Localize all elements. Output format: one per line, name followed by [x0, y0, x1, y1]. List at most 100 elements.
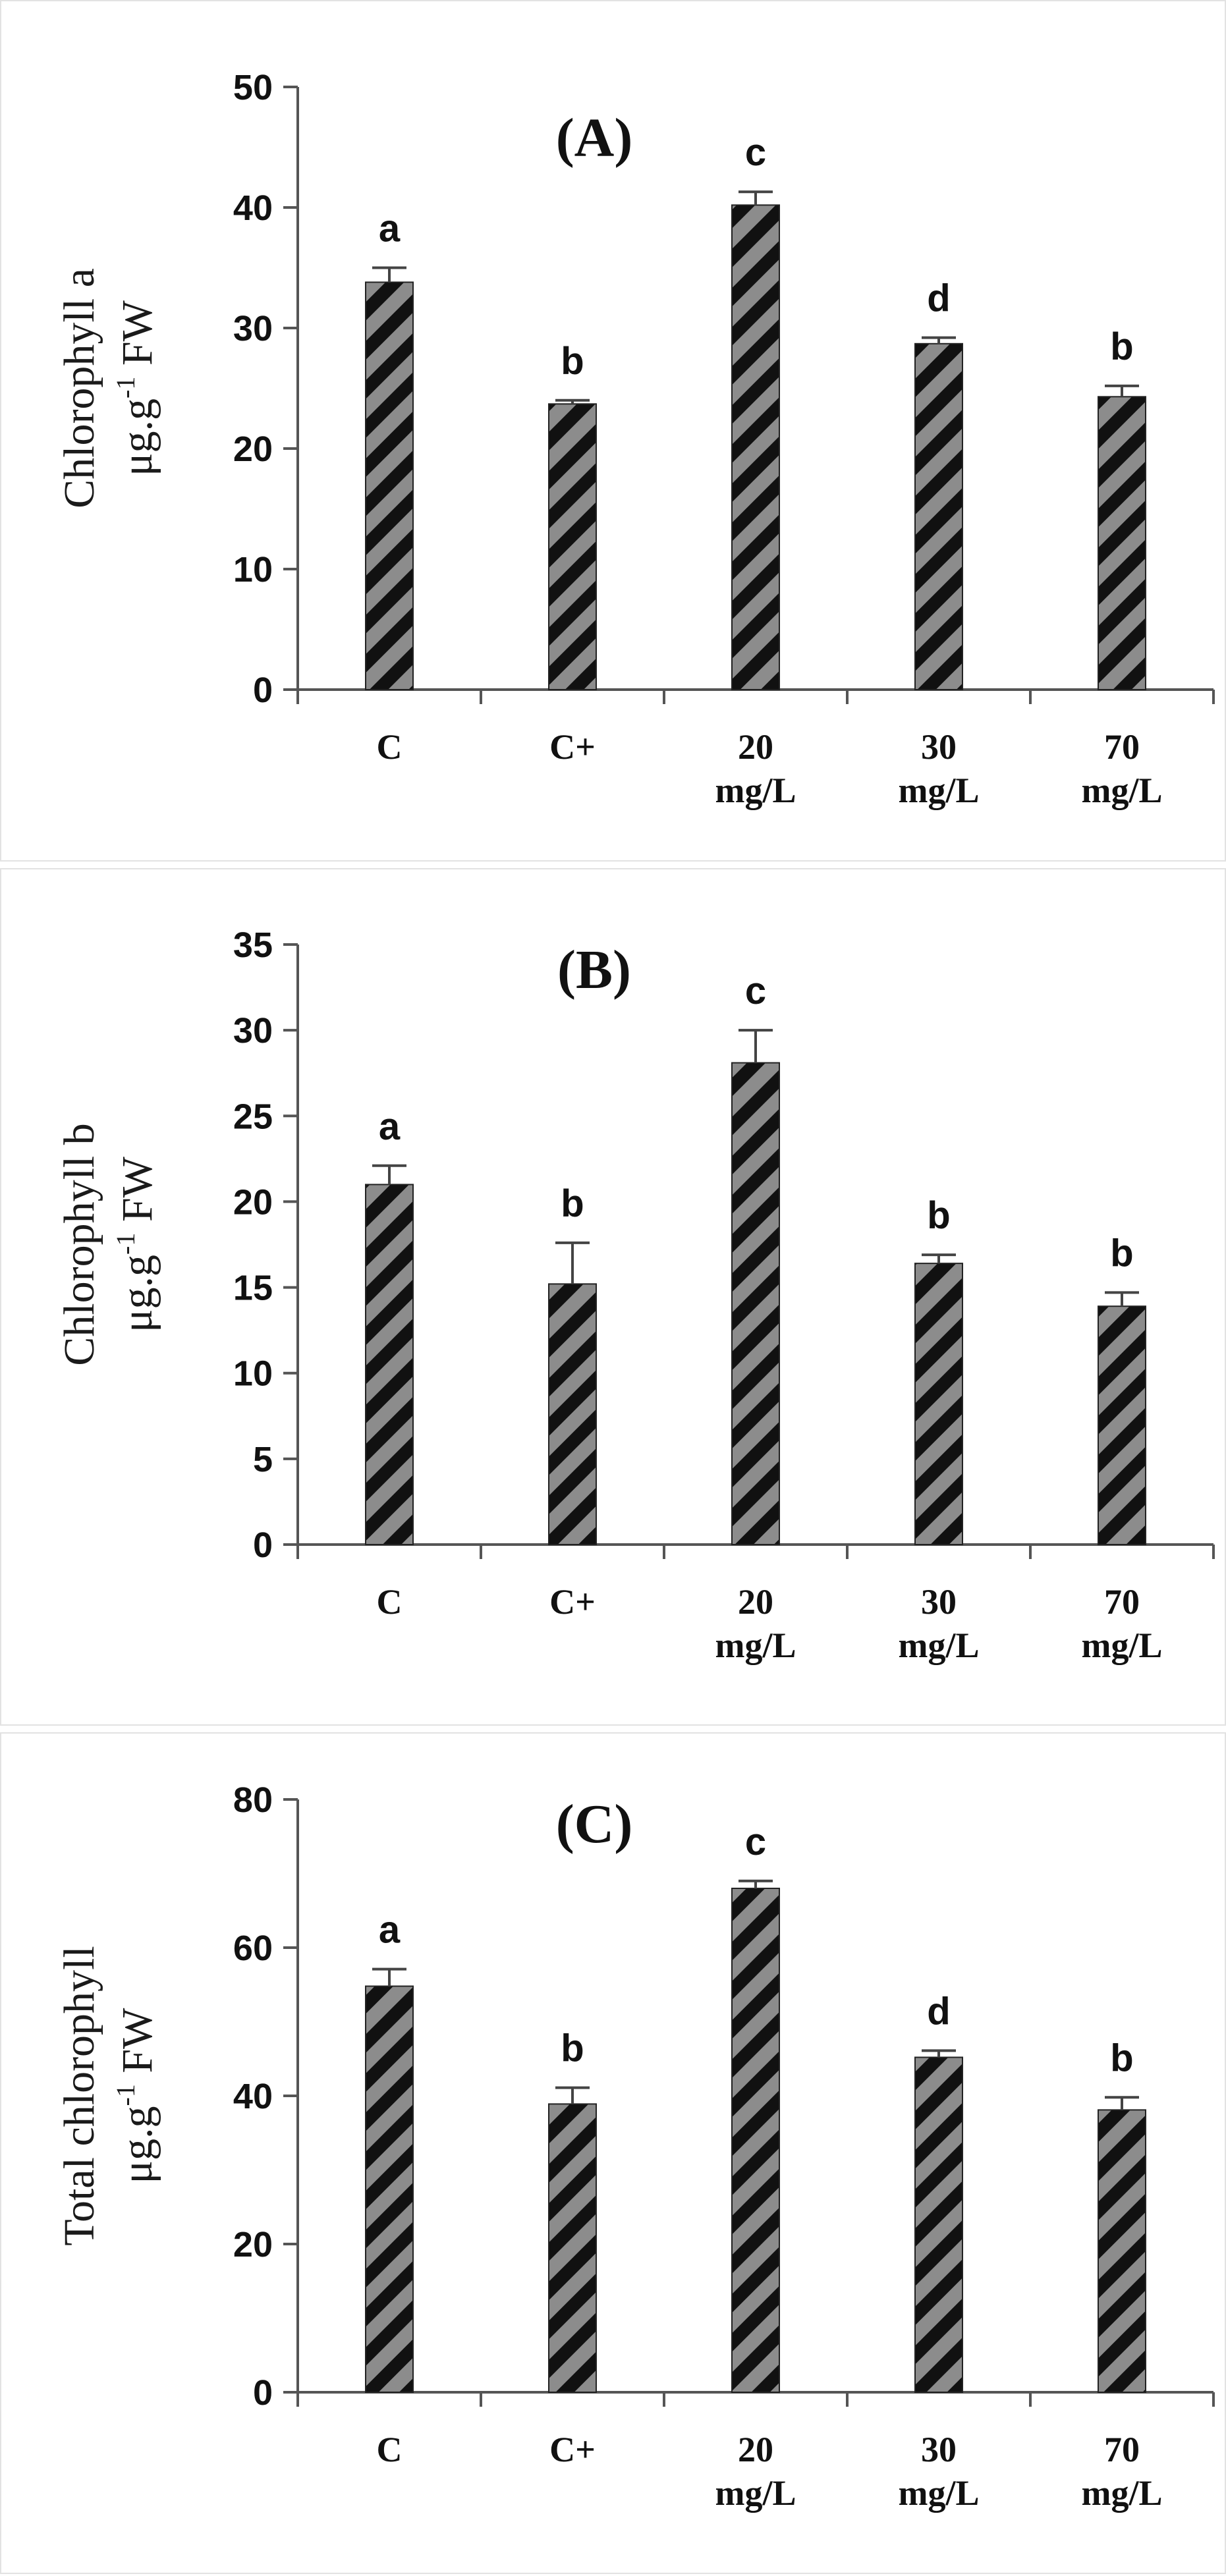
- significance-letter: b: [561, 2027, 584, 2070]
- y-tick-label: 20: [233, 2225, 273, 2264]
- bar: [731, 1062, 780, 1545]
- panel-title: (B): [557, 939, 631, 1000]
- x-category-label-line: mg/L: [898, 1626, 979, 1665]
- x-category-label-line: 70: [1104, 2430, 1140, 2469]
- x-category-label-line: C: [377, 1582, 403, 1622]
- y-tick-label: 40: [233, 2077, 273, 2116]
- y-tick-label: 30: [233, 1011, 273, 1051]
- x-category-label: 70 mg/L: [1081, 2430, 1162, 2513]
- significance-letter: d: [927, 277, 950, 320]
- significance-letter: b: [1110, 2037, 1133, 2079]
- chart-a: 0 10 20 30 40 50 a Cb C+ c 20 mg/L d 30 mg/L b 70 mg/L (A)…: [55, 68, 1215, 810]
- x-category-label: C: [377, 1582, 403, 1622]
- y-tick-label: 5: [253, 1440, 273, 1479]
- y-tick-label: 60: [233, 1929, 273, 1968]
- significance-letter: a: [379, 207, 401, 250]
- significance-letter: b: [1110, 1232, 1133, 1274]
- bar: [548, 2103, 597, 2393]
- y-tick-label: 10: [233, 1354, 273, 1394]
- bar: [1098, 1305, 1146, 1546]
- y-axis-label-line2: μg.g-1 FW: [111, 2008, 161, 2183]
- y-tick-label: 0: [253, 2373, 273, 2413]
- x-category-label-line: 30: [921, 1582, 957, 1622]
- x-category-label: 30 mg/L: [898, 2430, 979, 2513]
- y-tick-label: 15: [233, 1269, 273, 1308]
- y-axis-label: Chlorophyll a μg.g-1 FW: [55, 268, 161, 508]
- bar: [365, 281, 414, 690]
- x-category-label-line: mg/L: [898, 2473, 979, 2513]
- bar: [1098, 396, 1146, 690]
- y-axis-label-line1: Total chlorophyll: [55, 1946, 103, 2245]
- x-category-label-line: C+: [549, 2430, 596, 2469]
- significance-letter: c: [745, 970, 766, 1012]
- x-category-label: 30 mg/L: [898, 1582, 979, 1665]
- y-tick-label: 20: [233, 1182, 273, 1222]
- x-category-label-line: mg/L: [898, 771, 979, 810]
- bar: [914, 2056, 963, 2393]
- significance-letter: c: [745, 1821, 766, 1863]
- x-category-label-line: 20: [738, 727, 773, 767]
- chart-b: 0 5 10 15 20 25 30 35 a Cb C+ c 20 mg/L b 30 mg/L b 70 mg/L…: [55, 925, 1215, 1665]
- y-tick-label: 25: [233, 1097, 273, 1136]
- panel-title: (C): [556, 1794, 633, 1855]
- x-category-label-line: 20: [738, 2430, 773, 2469]
- y-axis-label-line2: μg.g-1 FW: [111, 300, 161, 476]
- y-axis-label: Total chlorophyll μg.g-1 FW: [55, 1946, 161, 2245]
- bar: [731, 1888, 780, 2393]
- bar: [914, 343, 963, 690]
- significance-letter: c: [745, 131, 766, 174]
- x-category-label: 70 mg/L: [1081, 1582, 1162, 1665]
- x-category-label-line: mg/L: [715, 1626, 796, 1665]
- y-tick-label: 10: [233, 550, 273, 589]
- bar: [548, 1283, 597, 1545]
- x-category-label: 20 mg/L: [715, 727, 796, 810]
- significance-letter: b: [1110, 325, 1133, 368]
- x-category-label-line: mg/L: [715, 2473, 796, 2513]
- x-category-label-line: 30: [921, 2430, 957, 2469]
- chart-c: 0 20 40 60 80 a Cb C+ c 20 mg/L d 30 mg/L b 70 mg/L (C) To…: [55, 1780, 1215, 2513]
- significance-letter: a: [379, 1105, 401, 1148]
- x-category-label-line: 70: [1104, 1582, 1140, 1622]
- significance-letter: d: [927, 1990, 950, 2033]
- significance-letter: b: [927, 1194, 950, 1237]
- x-category-label: C+: [549, 2430, 596, 2469]
- x-category-label-line: C+: [549, 1582, 596, 1622]
- y-axis-label: Chlorophyll b μg.g-1 FW: [55, 1123, 161, 1366]
- bar: [365, 1184, 414, 1545]
- y-tick-label: 40: [233, 188, 273, 228]
- significance-letter: b: [561, 340, 584, 383]
- y-axis-label-line1: Chlorophyll a: [55, 268, 103, 508]
- significance-letter: a: [379, 1909, 401, 1952]
- x-category-label: C+: [549, 727, 596, 767]
- x-category-label-line: 70: [1104, 727, 1140, 767]
- x-category-label: C+: [549, 1582, 596, 1622]
- x-category-label-line: C: [377, 2430, 403, 2469]
- y-axis-label-line1: Chlorophyll b: [55, 1123, 103, 1366]
- y-tick-label: 0: [253, 671, 273, 710]
- x-category-label: C: [377, 2430, 403, 2469]
- x-category-label: 70 mg/L: [1081, 727, 1162, 810]
- x-category-label-line: C: [377, 727, 403, 767]
- y-tick-label: 35: [233, 925, 273, 965]
- y-axis-label-line2: μg.g-1 FW: [111, 1156, 161, 1332]
- x-category-label-line: 30: [921, 727, 957, 767]
- bar: [365, 1985, 414, 2393]
- y-tick-label: 30: [233, 309, 273, 348]
- x-category-label: C: [377, 727, 403, 767]
- bar: [1098, 2109, 1146, 2393]
- y-tick-label: 80: [233, 1780, 273, 1820]
- x-category-label-line: mg/L: [1081, 771, 1162, 810]
- bar: [548, 403, 597, 690]
- x-category-label: 20 mg/L: [715, 2430, 796, 2513]
- y-tick-label: 20: [233, 429, 273, 469]
- y-tick-label: 0: [253, 1525, 273, 1565]
- x-category-label-line: 20: [738, 1582, 773, 1622]
- panel-title: (A): [556, 107, 633, 169]
- bar: [731, 204, 780, 690]
- bar: [914, 1263, 963, 1545]
- x-category-label-line: mg/L: [715, 771, 796, 810]
- x-category-label-line: C+: [549, 727, 596, 767]
